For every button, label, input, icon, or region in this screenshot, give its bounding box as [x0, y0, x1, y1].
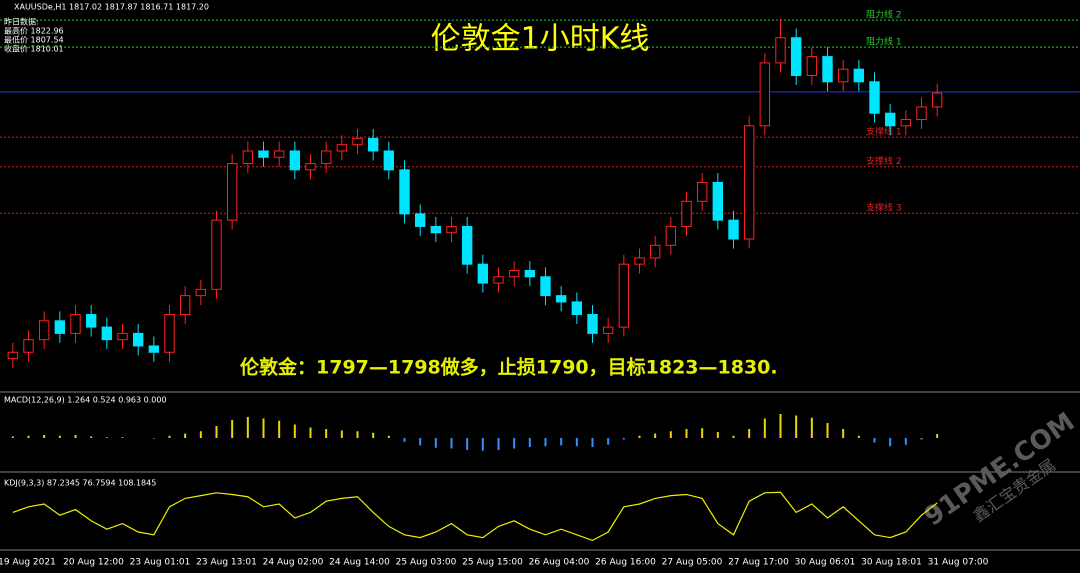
macd-label: MACD(12,26,9) 1.264 0.524 0.963 0.000	[4, 396, 167, 405]
candle-body	[289, 150, 301, 171]
candle-body	[571, 301, 583, 316]
x-tick-label: 25 Aug 03:00	[396, 558, 457, 568]
candle-body	[305, 163, 316, 171]
candle-body	[320, 150, 332, 165]
candle-body	[602, 326, 614, 334]
candle-body	[555, 295, 567, 303]
candle-body	[336, 144, 348, 152]
x-tick-label: 25 Aug 15:00	[462, 558, 523, 568]
candle-body	[681, 200, 692, 227]
candle-body	[352, 137, 363, 146]
kdj-label: KDJ(9,3,3) 87.2345 76.7594 108.1845	[4, 479, 156, 488]
x-tick-label: 31 Aug 07:00	[928, 558, 989, 568]
candle-body	[790, 37, 802, 76]
x-tick-label: 26 Aug 16:00	[595, 558, 656, 568]
candle-body	[70, 314, 81, 334]
candle-body	[258, 150, 269, 158]
x-tick-label: 27 Aug 05:00	[662, 558, 723, 568]
candle-body	[728, 219, 739, 240]
x-tick-label: 23 Aug 13:01	[196, 558, 257, 568]
chart-title: 伦敦金1小时K线	[431, 22, 650, 57]
candle-body	[649, 244, 661, 259]
candle-body	[477, 263, 489, 284]
candle-body	[540, 276, 551, 297]
watermark: 91PME.COM 鑫汇宝贵金属	[919, 407, 1080, 532]
candle-body	[211, 219, 222, 290]
candle-body	[164, 314, 175, 353]
x-tick-label: 27 Aug 17:00	[728, 558, 789, 568]
candle-body	[179, 295, 191, 316]
candle-body	[54, 320, 66, 334]
candle-body	[665, 225, 677, 246]
candle-body	[430, 225, 442, 234]
level-label: 支撑线 3	[866, 202, 902, 214]
level-label: 阻力线 1	[866, 36, 902, 48]
x-tick-label: 24 Aug 14:00	[329, 558, 390, 568]
candle-body	[38, 320, 50, 341]
info-line: 昨日数据:	[4, 17, 39, 27]
candle-body	[399, 169, 410, 215]
x-tick-label: 20 Aug 12:00	[63, 558, 124, 568]
candle-body	[117, 332, 128, 341]
level-label: 支撑线 1	[866, 126, 902, 138]
info-line: 最低价 1807.54	[4, 35, 64, 45]
candle-body	[900, 119, 912, 127]
level-label: 阻力线 2	[866, 9, 902, 21]
symbol-header: XAUUSDe,H1 1817.02 1817.87 1816.71 1817.…	[14, 3, 209, 12]
level-label: 支撑线 2	[866, 155, 902, 167]
kdj-line	[12, 491, 938, 542]
x-tick-label: 30 Aug 18:01	[861, 558, 922, 568]
candle-body	[508, 269, 520, 278]
candle-body	[148, 345, 160, 353]
candle-body	[822, 56, 833, 83]
candle-body	[493, 276, 504, 284]
annotation: 伦敦金：1797—1798做多，止损1790，目标1823—1830.	[240, 356, 778, 379]
candle-body	[806, 56, 818, 76]
candle-body	[884, 112, 896, 127]
candle-body	[195, 288, 207, 297]
candle-body	[712, 181, 724, 221]
candle-body	[837, 68, 849, 83]
candle-body	[587, 314, 598, 334]
x-tick-label: 24 Aug 02:00	[263, 558, 324, 568]
info-line: 最高价 1822.96	[4, 26, 64, 36]
candle-body	[775, 37, 786, 64]
candle-body	[461, 225, 473, 265]
candle-body	[242, 150, 254, 165]
candle-body	[696, 181, 708, 202]
candle-body	[383, 150, 395, 171]
candle-body	[743, 125, 755, 240]
candle-body	[634, 257, 645, 265]
x-tick-label: 19 Aug 2021	[0, 558, 56, 568]
candle-body	[132, 332, 144, 347]
candle-body	[524, 269, 536, 278]
candle-body	[273, 150, 285, 158]
candle-body	[367, 137, 379, 152]
candle-body	[869, 81, 880, 114]
candle-body	[101, 326, 113, 341]
candle-body	[7, 351, 19, 360]
candle-body	[853, 68, 865, 83]
candle-body	[618, 263, 630, 328]
candle-body	[23, 339, 34, 353]
candle-body	[414, 213, 426, 227]
candle-body	[85, 314, 97, 328]
x-tick-label: 30 Aug 06:01	[795, 558, 856, 568]
candle-body	[759, 62, 771, 127]
candle-body	[916, 106, 927, 121]
x-tick-label: 23 Aug 01:01	[130, 558, 191, 568]
info-line: 收盘价 1810.01	[4, 44, 64, 54]
candle-body	[226, 163, 238, 221]
candle-body	[446, 225, 457, 234]
x-tick-label: 26 Aug 04:00	[529, 558, 590, 568]
candle-body	[931, 92, 943, 108]
